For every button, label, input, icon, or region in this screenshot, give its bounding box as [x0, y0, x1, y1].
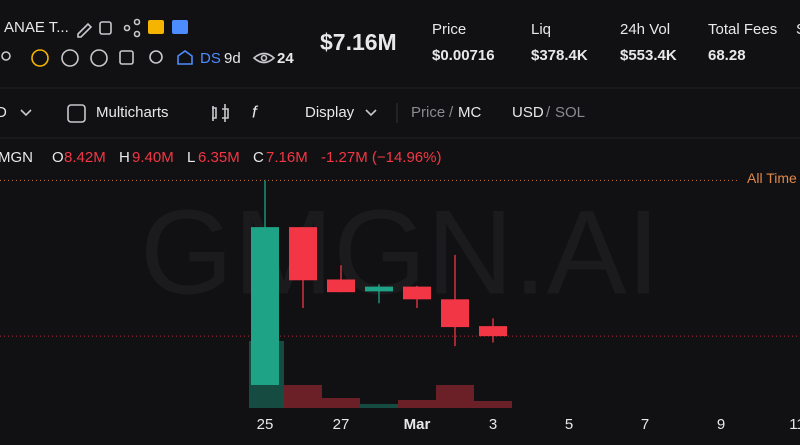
- slash: /: [449, 104, 454, 121]
- stat-label: Total Fees: [708, 21, 777, 38]
- stat-label: S: [796, 21, 800, 38]
- stat-value: $553.4K: [620, 47, 677, 64]
- mc-option[interactable]: MC: [458, 104, 481, 121]
- badge: [148, 20, 164, 34]
- volume-bar: [284, 385, 322, 408]
- age: 9d: [224, 50, 241, 67]
- token-name: ANAE T...: [4, 19, 69, 36]
- low-key: L: [187, 149, 195, 166]
- candle-body: [289, 227, 317, 281]
- candle-body: [403, 286, 431, 300]
- close-value: 7.16M: [266, 149, 308, 166]
- market-cap: $7.16M: [320, 29, 397, 55]
- high-key: H: [119, 149, 130, 166]
- ds-label: DS: [200, 50, 221, 67]
- low-value: 6.35M: [198, 149, 240, 166]
- x-tick-label: 5: [565, 416, 573, 433]
- x-tick-label: 9: [717, 416, 725, 433]
- badge: [172, 20, 188, 34]
- watchers: 24: [277, 50, 294, 67]
- x-tick-label: 25: [257, 416, 274, 433]
- open-value: 8.42M: [64, 149, 106, 166]
- candle-body: [441, 299, 469, 328]
- volume-bar: [360, 404, 398, 408]
- watermark: GMGN.AI: [140, 186, 660, 320]
- symbol: MGN: [0, 149, 33, 166]
- candle-icon[interactable]: [212, 104, 229, 122]
- candle-body: [327, 279, 355, 293]
- volume-bar: [398, 400, 436, 408]
- x-tick-label: 7: [641, 416, 649, 433]
- checkbox[interactable]: [67, 104, 86, 123]
- usd-option[interactable]: USD: [512, 104, 544, 121]
- x-tick-label: 11: [789, 416, 800, 433]
- volume-bar: [474, 401, 512, 408]
- interval[interactable]: D: [0, 104, 7, 121]
- display[interactable]: Display: [305, 104, 355, 121]
- stat-value: $378.4K: [531, 47, 588, 64]
- volume-bar: [436, 385, 474, 408]
- open-key: O: [52, 149, 64, 166]
- high-value: 9.40M: [132, 149, 174, 166]
- chevron[interactable]: [365, 109, 377, 117]
- slash: /: [546, 104, 551, 121]
- ath-label: All Time: [747, 170, 797, 186]
- volume-bar: [322, 398, 360, 408]
- plot: All Time 25 27 Mar 3 5 7 9 11: [0, 170, 800, 433]
- header-icons[interactable]: [1, 18, 276, 67]
- candle-body: [365, 286, 393, 292]
- stats: Price $0.00716 Liq $378.4K 24h Vol $553.4K Tot…: [432, 21, 800, 64]
- multicharts[interactable]: Multicharts: [96, 104, 169, 121]
- candle-body: [479, 326, 507, 337]
- close-key: C: [253, 149, 264, 166]
- x-tick-label: 27: [333, 416, 350, 433]
- stat-label: Price: [432, 21, 466, 38]
- x-tick-label: Mar: [404, 416, 431, 433]
- stat-value: 68.28: [708, 47, 746, 64]
- stat-value: $0.00716: [432, 47, 495, 64]
- chevron[interactable]: [20, 109, 32, 117]
- stat-label: 24h Vol: [620, 21, 670, 38]
- fx-icon[interactable]: f: [252, 102, 259, 121]
- change: -1.27M (−14.96%): [321, 149, 441, 166]
- candle-body: [251, 227, 279, 385]
- sol-option[interactable]: SOL: [555, 104, 585, 121]
- stat-label: Liq: [531, 21, 551, 38]
- x-tick-label: 3: [489, 416, 497, 433]
- price-option[interactable]: Price: [411, 104, 445, 121]
